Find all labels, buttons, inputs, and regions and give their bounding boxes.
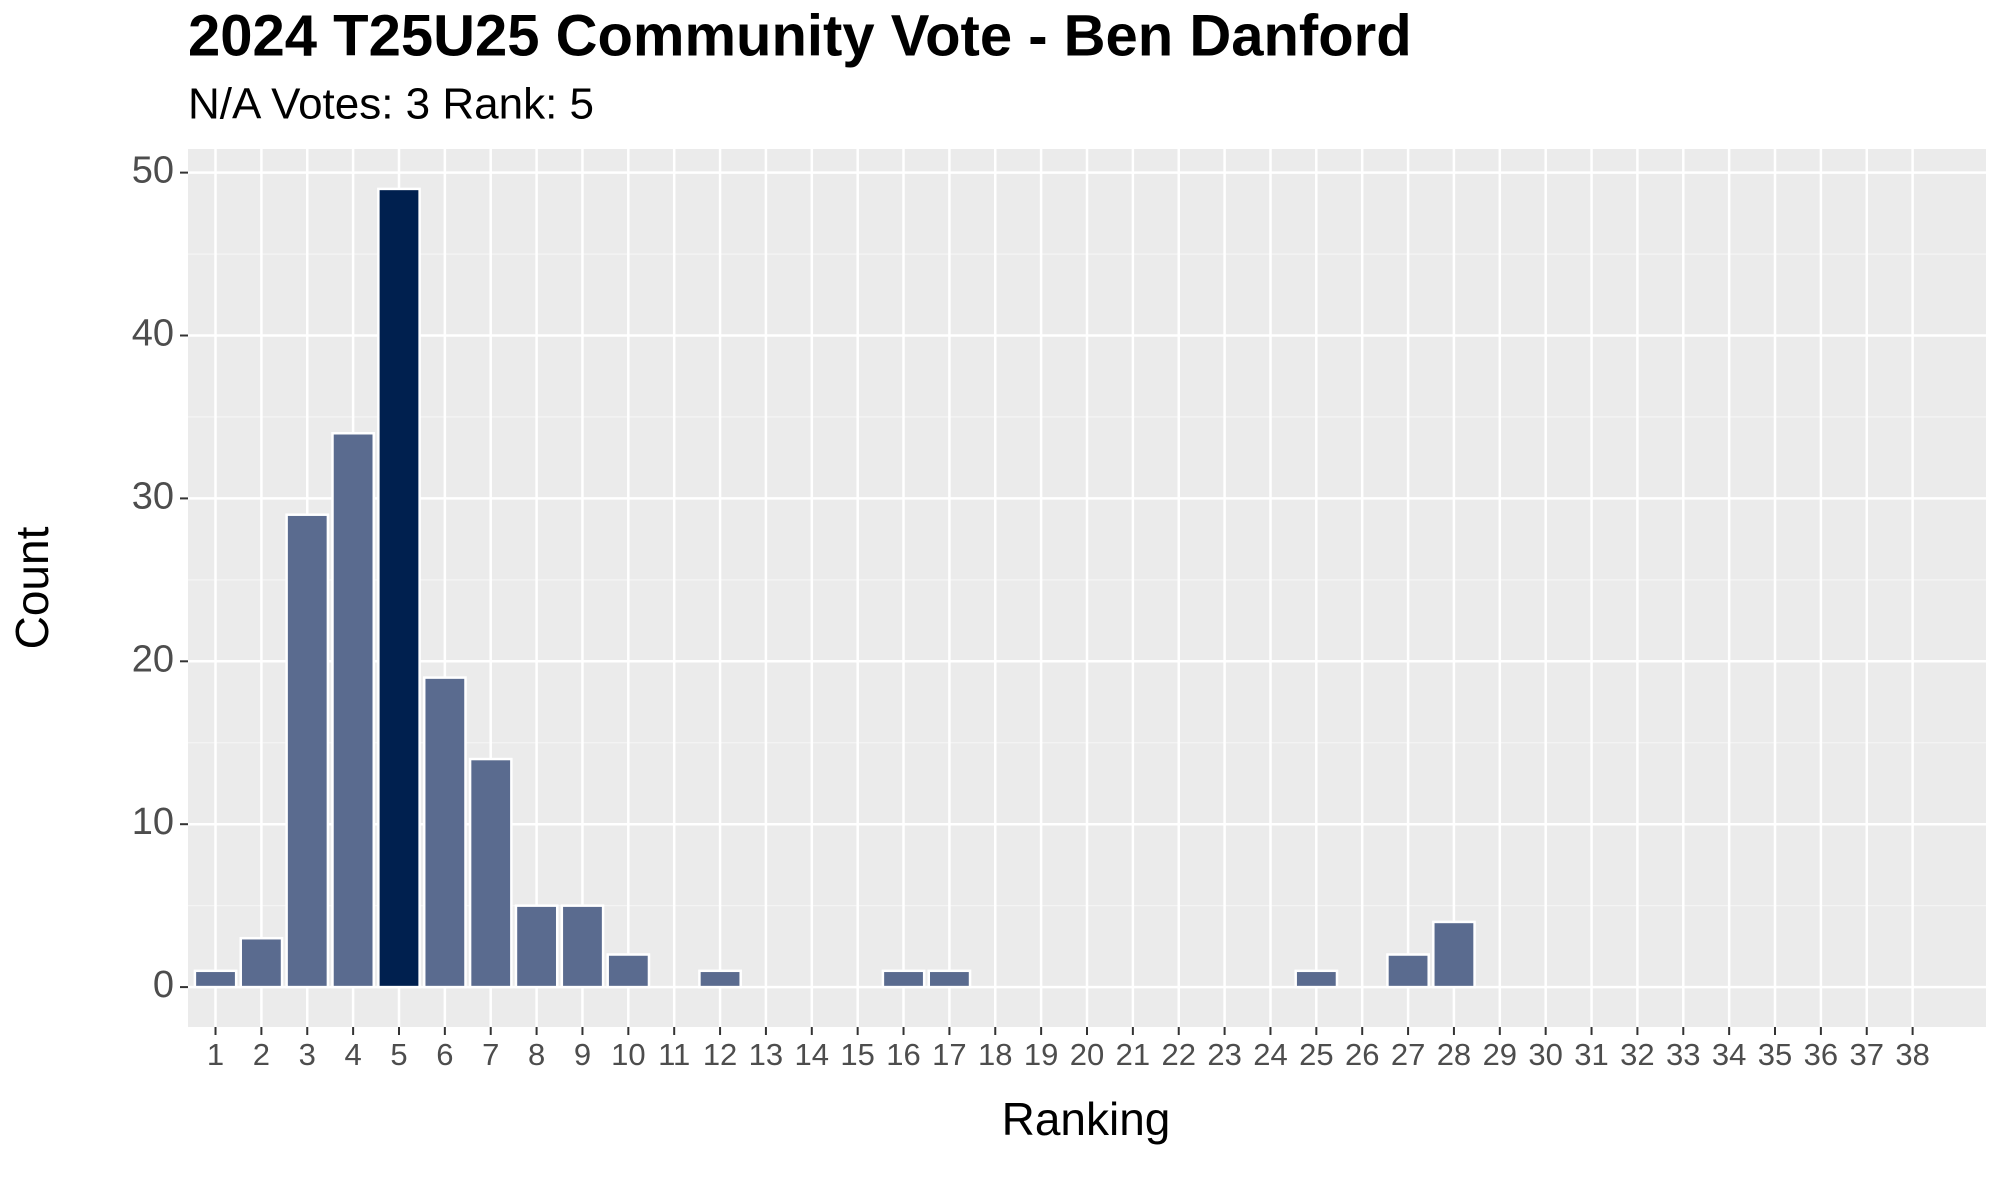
x-tick-label: 31 xyxy=(1574,1037,1608,1072)
bar xyxy=(927,969,972,989)
x-tick-label: 15 xyxy=(840,1037,874,1072)
x-tick-label: 28 xyxy=(1437,1037,1471,1072)
x-tick-label: 35 xyxy=(1758,1037,1792,1072)
x-axis-title: Ranking xyxy=(1002,1093,1171,1145)
x-tick-label: 22 xyxy=(1161,1037,1195,1072)
x-tick-label: 25 xyxy=(1299,1037,1333,1072)
x-tick-label: 36 xyxy=(1804,1037,1838,1072)
x-tick-label: 26 xyxy=(1345,1037,1379,1072)
x-tick-label: 34 xyxy=(1712,1037,1746,1072)
x-tick-label: 9 xyxy=(574,1037,591,1072)
x-tick-label: 27 xyxy=(1391,1037,1425,1072)
bar xyxy=(377,187,421,989)
x-tick-label: 16 xyxy=(886,1037,920,1072)
y-tick-label: 10 xyxy=(132,801,174,843)
x-tick-label: 7 xyxy=(482,1037,499,1072)
bar xyxy=(514,904,559,989)
chart-subtitle: N/A Votes: 3 Rank: 5 xyxy=(188,80,594,129)
y-tick-label: 0 xyxy=(153,964,174,1006)
x-tick-label: 14 xyxy=(795,1037,829,1072)
bar xyxy=(606,953,651,989)
x-tick-label: 13 xyxy=(749,1037,783,1072)
y-tick-label: 20 xyxy=(132,638,174,680)
x-tick-label: 2 xyxy=(253,1037,270,1072)
bar xyxy=(331,432,376,989)
x-tick-label: 37 xyxy=(1850,1037,1884,1072)
x-tick-label: 10 xyxy=(611,1037,645,1072)
x-tick-label: 23 xyxy=(1207,1037,1241,1072)
x-tick-label: 30 xyxy=(1528,1037,1562,1072)
bar xyxy=(193,969,238,989)
x-tick-label: 29 xyxy=(1483,1037,1517,1072)
x-tick-label: 24 xyxy=(1253,1037,1287,1072)
bar xyxy=(881,969,926,989)
bar xyxy=(560,904,605,989)
x-tick-label: 19 xyxy=(1024,1037,1058,1072)
x-tick-label: 38 xyxy=(1895,1037,1929,1072)
bar xyxy=(468,757,513,989)
y-tick-label: 50 xyxy=(132,150,174,192)
bar xyxy=(285,513,330,989)
bar xyxy=(698,969,742,989)
bar xyxy=(422,676,467,989)
y-axis-title: Count xyxy=(6,526,58,649)
chart-title: 2024 T25U25 Community Vote - Ben Danford xyxy=(188,3,1412,68)
x-tick-label: 1 xyxy=(207,1037,224,1072)
x-tick-label: 32 xyxy=(1620,1037,1654,1072)
x-tick-label: 5 xyxy=(390,1037,407,1072)
x-tick-label: 12 xyxy=(703,1037,737,1072)
y-tick-label: 30 xyxy=(132,475,174,517)
bar xyxy=(239,936,284,989)
x-tick-label: 21 xyxy=(1116,1037,1150,1072)
x-tick-label: 8 xyxy=(528,1037,545,1072)
bar xyxy=(1386,953,1430,989)
x-tick-label: 3 xyxy=(299,1037,316,1072)
bar xyxy=(1294,969,1339,989)
x-tick-label: 17 xyxy=(932,1037,966,1072)
y-tick-label: 40 xyxy=(132,313,174,355)
x-tick-label: 33 xyxy=(1666,1037,1700,1072)
bar xyxy=(1432,920,1476,989)
x-tick-label: 11 xyxy=(658,1037,690,1072)
x-tick-label: 18 xyxy=(978,1037,1012,1072)
x-tick-label: 6 xyxy=(436,1037,453,1072)
x-tick-label: 20 xyxy=(1070,1037,1104,1072)
x-tick-label: 4 xyxy=(344,1037,361,1072)
